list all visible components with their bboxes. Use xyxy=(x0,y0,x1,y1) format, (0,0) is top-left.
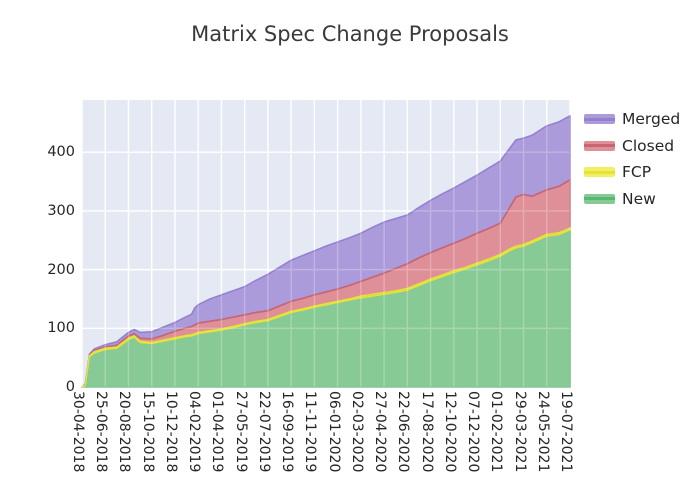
y-tick-label-100: 100 xyxy=(47,320,75,337)
x-tick-label: 10-12-2018 xyxy=(162,391,179,473)
x-tick-label: 29-03-2021 xyxy=(511,391,528,473)
legend-swatch-closed-icon xyxy=(584,140,615,151)
legend-item-merged: Merged xyxy=(584,106,680,133)
legend-item-closed: Closed xyxy=(584,133,680,160)
y-tick-label-0: 0 xyxy=(65,379,75,395)
area-closed xyxy=(82,179,570,387)
x-tick-label: 01-04-2019 xyxy=(209,391,226,473)
legend-swatch-fcp-icon xyxy=(584,167,615,178)
x-tick-label: 04-02-2019 xyxy=(186,391,203,473)
x-tick-label: 11-11-2019 xyxy=(302,391,319,473)
area-edge-fcp xyxy=(81,227,571,388)
x-tick-label: 19-07-2021 xyxy=(558,391,574,473)
x-tick-label: 02-03-2020 xyxy=(348,391,365,473)
x-tick-label: 20-08-2018 xyxy=(116,391,133,473)
legend: Merged Closed FCP New xyxy=(584,106,680,212)
x-tick-label: 01-02-2021 xyxy=(488,391,505,473)
legend-label: New xyxy=(622,189,656,208)
legend-swatch-merged-icon xyxy=(584,114,615,125)
y-tick-label-200: 200 xyxy=(47,261,75,278)
legend-label: FCP xyxy=(622,163,652,182)
x-tick-label: 30-04-2018 xyxy=(70,391,86,473)
x-tick-label: 07-12-2020 xyxy=(465,391,482,473)
x-tick-label: 22-06-2020 xyxy=(395,391,412,473)
legend-item-fcp: FCP xyxy=(584,159,680,186)
legend-label: Closed xyxy=(622,136,675,155)
x-tick-label: 17-08-2020 xyxy=(418,391,435,473)
x-tick-label: 24-05-2021 xyxy=(534,391,551,473)
x-tick-label: 16-09-2019 xyxy=(279,391,296,473)
x-tick-label: 12-10-2020 xyxy=(441,391,458,473)
x-tick-label: 15-10-2018 xyxy=(139,391,156,473)
gridlines-overlay xyxy=(81,100,571,388)
x-tick-label: 06-01-2020 xyxy=(325,391,342,473)
x-tick-label: 25-06-2018 xyxy=(93,391,110,473)
y-tick-label-400: 400 xyxy=(47,144,75,161)
legend-item-new: New xyxy=(584,186,680,213)
y-tick-label-300: 300 xyxy=(47,202,75,219)
chart-title: Matrix Spec Change Proposals xyxy=(191,22,509,46)
x-tick-label: 22-07-2019 xyxy=(255,391,272,473)
area-merged xyxy=(82,115,570,388)
area-new xyxy=(82,229,570,387)
legend-swatch-new-icon xyxy=(584,193,615,204)
x-tick-label: 27-04-2020 xyxy=(372,391,389,473)
legend-label: Merged xyxy=(622,110,681,129)
x-tick-label: 27-05-2019 xyxy=(232,391,249,473)
